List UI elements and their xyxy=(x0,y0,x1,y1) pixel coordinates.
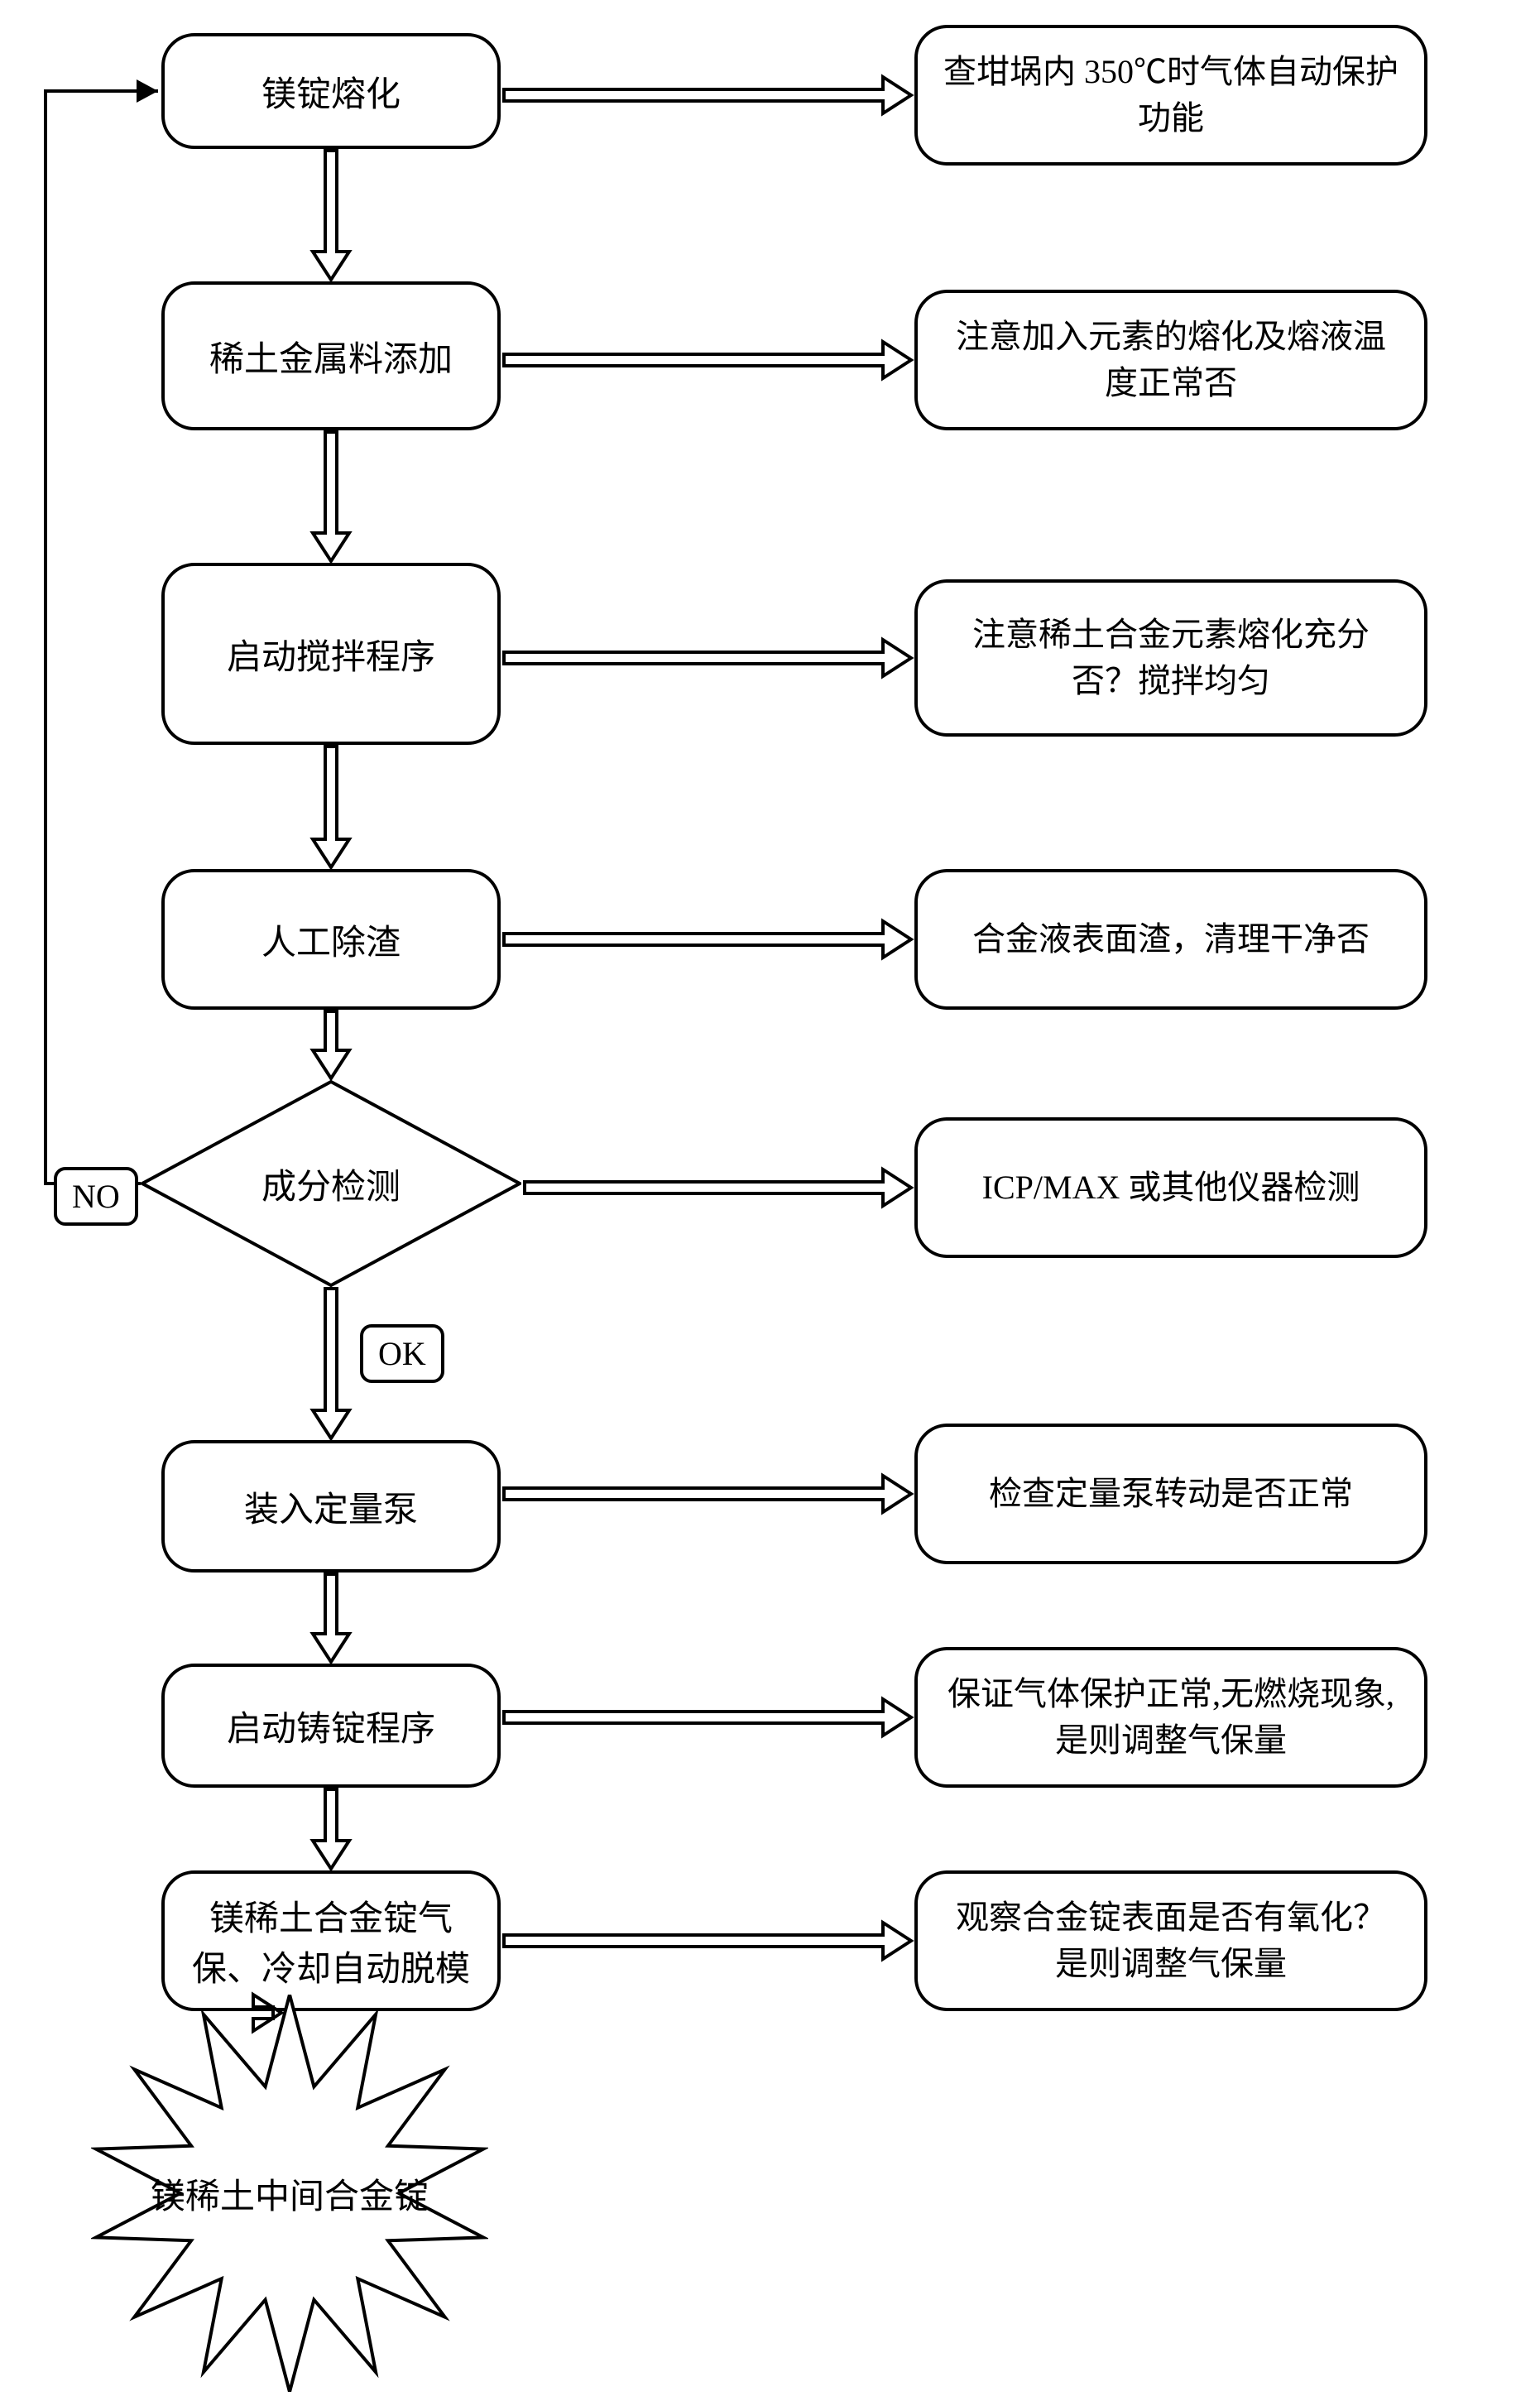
annotation-node-s1: 查坩埚内 350℃时气体自动保护功能 xyxy=(914,25,1427,166)
annotation-node-s3: 注意稀土合金元素熔化充分否？搅拌均匀 xyxy=(914,579,1427,737)
arrow xyxy=(504,1476,911,1512)
annotation-label: 注意加入元素的熔化及熔液温度正常否 xyxy=(943,314,1399,406)
arrow xyxy=(504,342,911,378)
arrow xyxy=(504,77,911,113)
node-label: 启动搅拌程序 xyxy=(227,629,435,679)
annotation-label: ICP/MAX 或其他仪器检测 xyxy=(982,1164,1360,1211)
node-label: 镁锭熔化 xyxy=(261,66,401,117)
arrow xyxy=(525,1169,911,1206)
arrow xyxy=(313,151,349,280)
annotation-node-s5: ICP/MAX 或其他仪器检测 xyxy=(914,1117,1427,1258)
arrow xyxy=(313,1574,349,1662)
arrow xyxy=(504,1699,911,1736)
decision-label: 成分检测 xyxy=(261,1159,401,1209)
ok-label: OK xyxy=(360,1324,444,1383)
process-node-n1: 镁锭熔化 xyxy=(161,33,501,149)
annotation-label: 检查定量泵转动是否正常 xyxy=(989,1471,1353,1517)
arrow xyxy=(504,921,911,958)
arrow xyxy=(504,1923,911,1959)
process-node-n3: 启动搅拌程序 xyxy=(161,563,501,745)
annotation-label: 注意稀土合金元素熔化充分否？搅拌均匀 xyxy=(943,612,1399,704)
process-node-n6: 装入定量泵 xyxy=(161,1440,501,1573)
annotation-node-s6: 检查定量泵转动是否正常 xyxy=(914,1424,1427,1564)
annotation-node-s8: 观察合金锭表面是否有氧化？是则调整气保量 xyxy=(914,1870,1427,2011)
annotation-label: 查坩埚内 350℃时气体自动保护功能 xyxy=(943,49,1399,142)
node-label: 镁稀土合金锭气保、冷却自动脱模 xyxy=(181,1890,481,1991)
annotation-node-s2: 注意加入元素的熔化及熔液温度正常否 xyxy=(914,290,1427,430)
annotation-node-s7: 保证气体保护正常,无燃烧现象,是则调整气保量 xyxy=(914,1647,1427,1788)
process-node-n7: 启动铸锭程序 xyxy=(161,1664,501,1788)
decision-node: 成分检测 xyxy=(141,1080,521,1287)
annotation-label: 合金液表面渣，清理干净否 xyxy=(972,916,1370,963)
arrow xyxy=(313,432,349,561)
node-label: 稀土金属料添加 xyxy=(209,331,453,382)
annotation-node-s4: 合金液表面渣，清理干净否 xyxy=(914,869,1427,1010)
arrow xyxy=(313,747,349,867)
node-label: 人工除渣 xyxy=(261,915,401,965)
arrow xyxy=(313,1289,349,1438)
arrow xyxy=(313,1789,349,1869)
process-node-n4: 人工除渣 xyxy=(161,869,501,1010)
process-node-n8: 镁稀土合金锭气保、冷却自动脱模 xyxy=(161,1870,501,2011)
no-label: NO xyxy=(54,1167,138,1226)
annotation-label: 保证气体保护正常,无燃烧现象,是则调整气保量 xyxy=(943,1671,1399,1764)
node-label: 装入定量泵 xyxy=(244,1481,418,1532)
process-node-n2: 稀土金属料添加 xyxy=(161,281,501,430)
arrow xyxy=(313,1011,349,1078)
arrow xyxy=(504,640,911,676)
terminal-label: 镁稀土中间合金锭 xyxy=(141,2168,439,2219)
node-label: 启动铸锭程序 xyxy=(227,1701,435,1751)
annotation-label: 观察合金锭表面是否有氧化？是则调整气保量 xyxy=(943,1894,1399,1987)
